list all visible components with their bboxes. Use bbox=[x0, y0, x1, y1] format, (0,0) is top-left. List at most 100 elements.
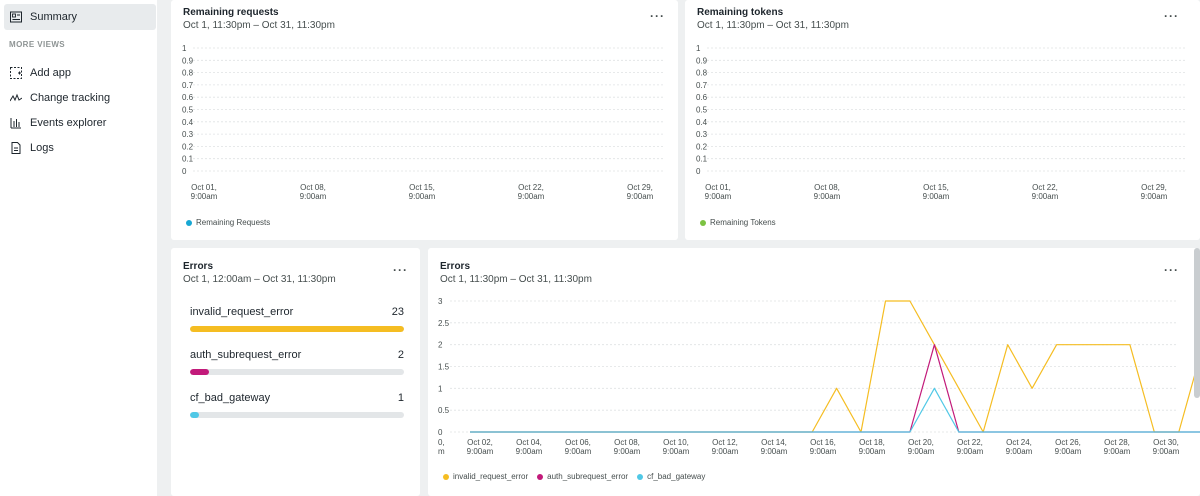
y-tick-label: 2.5 bbox=[438, 319, 450, 328]
y-tick-label: 0.5 bbox=[438, 406, 450, 415]
x-tick-label: 9:00am bbox=[1104, 447, 1131, 456]
sidebar-item-events-explorer[interactable]: Events explorer bbox=[4, 110, 156, 136]
sidebar-item-logs[interactable]: Logs bbox=[4, 135, 156, 161]
remaining-tokens-card: Remaining tokens Oct 1, 11:30pm – Oct 31… bbox=[685, 0, 1200, 240]
errors-chart-card: Errors Oct 1, 11:30pm – Oct 31, 11:30pm … bbox=[428, 248, 1200, 496]
y-tick-label: 0.4 bbox=[182, 118, 194, 127]
x-tick-label: Oct 10, bbox=[663, 438, 689, 447]
x-tick-label: Oct 04, bbox=[516, 438, 542, 447]
x-tick-label: 9:00am bbox=[1055, 447, 1082, 456]
error-bar-track bbox=[190, 412, 404, 418]
x-tick-label: 9:00am bbox=[761, 447, 788, 456]
legend-item[interactable]: cf_bad_gateway bbox=[637, 472, 705, 481]
legend-item[interactable]: Remaining Tokens bbox=[700, 218, 776, 227]
x-tick-label: 9:00am bbox=[565, 447, 592, 456]
scrollbar[interactable] bbox=[1194, 248, 1200, 398]
legend-label: cf_bad_gateway bbox=[647, 472, 706, 481]
error-bar-fill bbox=[190, 326, 404, 332]
x-tick-label: 9:00am bbox=[663, 447, 690, 456]
x-tick-label: m bbox=[438, 447, 445, 456]
error-bar-fill bbox=[190, 369, 209, 375]
sidebar-item-label: Summary bbox=[30, 11, 78, 23]
y-tick-label: 0.2 bbox=[696, 142, 708, 151]
card-menu-button[interactable]: ··· bbox=[1164, 263, 1179, 277]
x-tick-label: Oct 30, bbox=[1153, 438, 1179, 447]
y-tick-label: 0.2 bbox=[182, 142, 194, 151]
sidebar-item-label: Add app bbox=[30, 67, 71, 79]
x-tick-label: 9:00am bbox=[627, 192, 654, 201]
card-menu-button[interactable]: ··· bbox=[393, 263, 408, 277]
card-subtitle: Oct 1, 11:30pm – Oct 31, 11:30pm bbox=[697, 20, 849, 31]
y-tick-label: 0.5 bbox=[696, 106, 708, 115]
sidebar-item-add-app[interactable]: Add app bbox=[4, 60, 156, 86]
sidebar-item-label: Change tracking bbox=[30, 92, 111, 104]
x-tick-label: 0, bbox=[438, 438, 445, 447]
card-title: Remaining requests bbox=[183, 7, 279, 18]
error-name: cf_bad_gateway bbox=[190, 392, 271, 404]
error-count: 2 bbox=[397, 349, 404, 361]
error-name: auth_subrequest_error bbox=[190, 349, 302, 361]
y-tick-label: 0.1 bbox=[696, 155, 708, 164]
x-tick-label: 9:00am bbox=[814, 192, 841, 201]
x-tick-label: Oct 14, bbox=[761, 438, 787, 447]
x-tick-label: 9:00am bbox=[409, 192, 436, 201]
card-menu-button[interactable]: ··· bbox=[1164, 9, 1179, 23]
chart-legend: invalid_request_error auth_subrequest_err… bbox=[443, 472, 714, 481]
y-tick-label: 0.5 bbox=[182, 106, 194, 115]
error-count: 23 bbox=[391, 306, 404, 318]
y-tick-label: 1 bbox=[438, 384, 443, 393]
error-count: 1 bbox=[397, 392, 404, 404]
y-tick-label: 0.7 bbox=[696, 81, 708, 90]
card-menu-button[interactable]: ··· bbox=[650, 9, 665, 23]
legend-item[interactable]: invalid_request_error bbox=[443, 472, 528, 481]
x-tick-label: Oct 20, bbox=[908, 438, 934, 447]
x-tick-label: Oct 08, bbox=[300, 183, 326, 192]
x-tick-label: Oct 02, bbox=[467, 438, 493, 447]
error-row-cf-bad-gateway[interactable]: cf_bad_gateway 1 bbox=[190, 392, 404, 432]
x-tick-label: Oct 26, bbox=[1055, 438, 1081, 447]
remaining-requests-card: Remaining requests Oct 1, 11:30pm – Oct … bbox=[171, 0, 678, 240]
legend-label: Remaining Tokens bbox=[710, 218, 776, 227]
x-tick-label: Oct 12, bbox=[712, 438, 738, 447]
x-tick-label: Oct 01, bbox=[705, 183, 731, 192]
legend-item[interactable]: auth_subrequest_error bbox=[537, 472, 628, 481]
logs-icon bbox=[10, 142, 22, 154]
x-tick-label: 9:00am bbox=[516, 447, 543, 456]
legend-dot bbox=[186, 219, 192, 226]
x-tick-label: Oct 24, bbox=[1006, 438, 1032, 447]
x-tick-label: Oct 22, bbox=[518, 183, 544, 192]
x-tick-label: Oct 18, bbox=[859, 438, 885, 447]
sidebar-item-summary[interactable]: Summary bbox=[4, 4, 156, 30]
error-row-auth-subrequest[interactable]: auth_subrequest_error 2 bbox=[190, 349, 404, 389]
y-tick-label: 0.8 bbox=[182, 69, 194, 78]
section-label-more-views: MORE VIEWS bbox=[9, 40, 66, 49]
y-tick-label: 0.7 bbox=[182, 81, 194, 90]
x-tick-label: 9:00am bbox=[614, 447, 641, 456]
y-tick-label: 0 bbox=[182, 167, 187, 176]
summary-icon bbox=[10, 11, 22, 23]
legend-dot bbox=[443, 473, 449, 480]
legend-label: invalid_request_error bbox=[453, 472, 529, 481]
x-tick-label: Oct 08, bbox=[614, 438, 640, 447]
series-line-invalid_request_error bbox=[470, 300, 1200, 433]
error-name: invalid_request_error bbox=[190, 306, 294, 318]
x-tick-label: Oct 16, bbox=[810, 438, 836, 447]
y-tick-label: 1.5 bbox=[438, 363, 450, 372]
x-tick-label: 9:00am bbox=[705, 192, 732, 201]
sidebar-item-label: Logs bbox=[30, 142, 54, 154]
y-tick-label: 0 bbox=[438, 428, 443, 437]
y-tick-label: 1 bbox=[182, 44, 187, 53]
error-row-invalid-request[interactable]: invalid_request_error 23 bbox=[190, 306, 404, 346]
x-tick-label: 9:00am bbox=[467, 447, 494, 456]
y-tick-label: 3 bbox=[438, 297, 443, 306]
x-tick-label: 9:00am bbox=[1006, 447, 1033, 456]
legend-dot bbox=[700, 219, 706, 226]
x-tick-label: Oct 01, bbox=[191, 183, 217, 192]
x-tick-label: 9:00am bbox=[300, 192, 327, 201]
sidebar: Summary MORE VIEWS Add app Change tracki… bbox=[0, 0, 157, 496]
errors-list-card: Errors Oct 1, 12:00am – Oct 31, 11:30pm … bbox=[171, 248, 420, 496]
legend-item[interactable]: Remaining Requests bbox=[186, 218, 270, 227]
x-tick-label: 9:00am bbox=[1032, 192, 1059, 201]
sidebar-item-change-tracking[interactable]: Change tracking bbox=[4, 85, 156, 111]
